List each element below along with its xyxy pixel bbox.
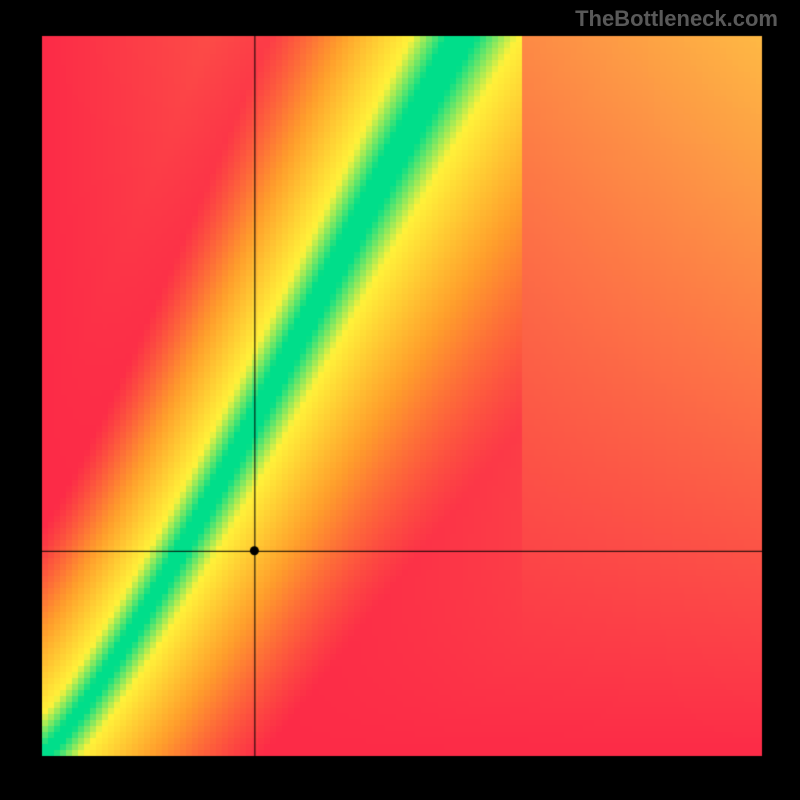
bottleneck-heatmap: [0, 0, 800, 800]
chart-container: TheBottleneck.com: [0, 0, 800, 800]
watermark-text: TheBottleneck.com: [575, 6, 778, 32]
